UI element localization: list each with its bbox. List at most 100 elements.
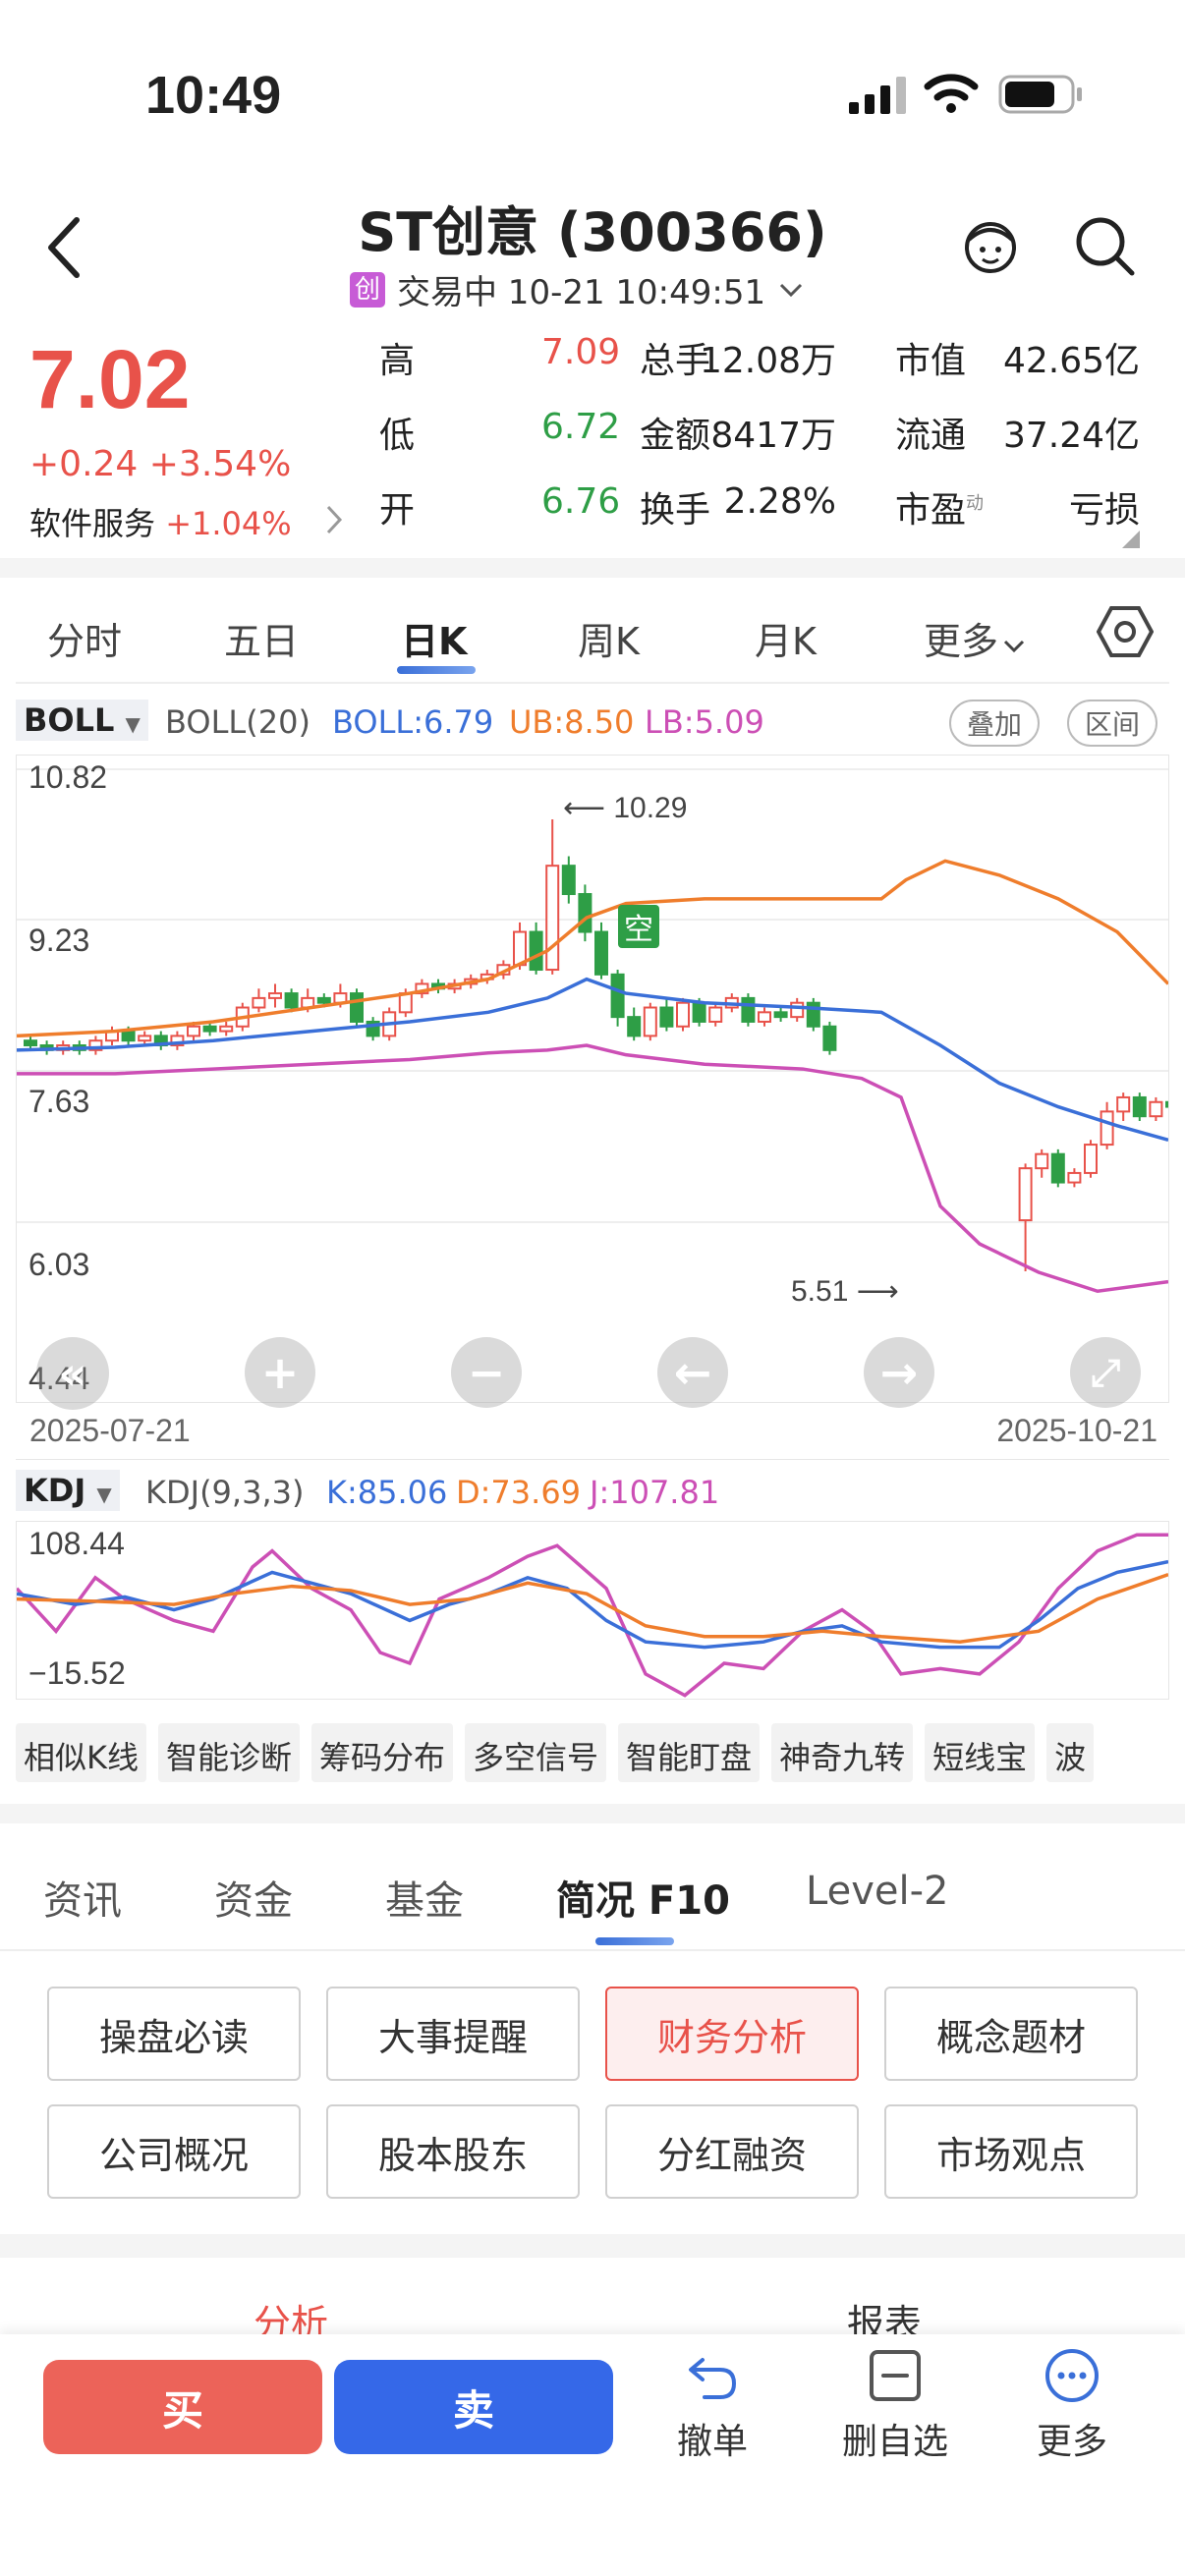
candle xyxy=(773,1007,788,1022)
sell-button[interactable]: 卖 xyxy=(334,2360,613,2454)
candle xyxy=(741,993,756,1027)
tab-level2[interactable]: Level-2 xyxy=(806,1869,949,1914)
kdj-selector[interactable]: KDJ ▼ xyxy=(16,1470,120,1511)
tab-funds[interactable]: 资金 xyxy=(214,1878,293,1924)
candle xyxy=(708,1002,723,1027)
chevron-down-icon xyxy=(780,283,803,297)
amount-label: 金额 xyxy=(640,416,711,456)
tool-smart-diagnosis[interactable]: 智能诊断 xyxy=(158,1723,301,1782)
status-time: 10:49 xyxy=(145,66,282,125)
cancel-order-button[interactable]: 撤单 xyxy=(658,2346,766,2464)
tool-similar-k[interactable]: 相似K线 xyxy=(16,1723,146,1782)
trading-status[interactable]: 创 交易中 10-21 10:49:51 xyxy=(350,265,805,313)
active-tab-indicator xyxy=(595,1937,674,1945)
f10-shareholders[interactable]: 股本股东 xyxy=(326,2104,580,2199)
zoom-out-button[interactable]: − xyxy=(451,1337,522,1408)
period-tabs: 分时 五日 日K 周K 月K 更多 xyxy=(0,580,1185,678)
pe-value: 亏损 xyxy=(1068,490,1140,531)
f10-financial-analysis[interactable]: 财务分析 xyxy=(605,1987,859,2081)
pan-left-button[interactable]: ← xyxy=(657,1337,728,1408)
tab-news[interactable]: 资讯 xyxy=(43,1878,122,1924)
f10-market-views[interactable]: 市场观点 xyxy=(884,2104,1138,2199)
candle xyxy=(822,1021,837,1055)
quote-row-high: 高 7.09 总手 12.08万 市值 42.65亿 xyxy=(379,332,1165,401)
open-label: 开 xyxy=(379,490,416,531)
tool-smart-watch[interactable]: 智能盯盘 xyxy=(618,1723,761,1782)
tab-daily-k[interactable]: 日K xyxy=(401,620,468,663)
tabs-border xyxy=(16,682,1169,684)
overlay-button[interactable]: 叠加 xyxy=(949,700,1041,747)
f10-concept-theme[interactable]: 概念题材 xyxy=(884,1987,1138,2081)
candle xyxy=(1035,1148,1049,1178)
f10-dividends[interactable]: 分红融资 xyxy=(605,2104,859,2199)
candle xyxy=(1165,1096,1179,1112)
boll-ub: UB:8.50 xyxy=(509,703,635,741)
assistant-icon[interactable] xyxy=(959,214,1022,277)
tool-short-term[interactable]: 短线宝 xyxy=(925,1723,1036,1782)
short-signal-badge: 空 xyxy=(618,905,659,948)
f10-major-events[interactable]: 大事提醒 xyxy=(326,1987,580,2081)
boll-lb: LB:5.09 xyxy=(645,703,764,741)
range-button[interactable]: 区间 xyxy=(1067,700,1158,747)
candle xyxy=(170,1031,185,1050)
kline-chart[interactable]: 10.82 9.23 7.63 6.03 4.44 ⟵ 10.29 5.51 ⟶… xyxy=(16,755,1185,1410)
f10-tabs: 资讯 资金 基金 简况 F10 Level-2 xyxy=(0,1823,1185,1951)
tool-wave[interactable]: 波 xyxy=(1046,1723,1095,1782)
candle xyxy=(415,979,429,998)
kdj-j-line xyxy=(15,1533,1168,1698)
tab-five-day[interactable]: 五日 xyxy=(224,620,300,663)
tab-f10[interactable]: 简况 F10 xyxy=(556,1878,730,1924)
market-cap-value: 42.65亿 xyxy=(1002,341,1140,381)
candle xyxy=(350,988,364,1027)
f10-company-profile[interactable]: 公司概况 xyxy=(47,2104,301,2199)
candle xyxy=(1132,1092,1147,1122)
pe-label: 市盈动 xyxy=(895,490,985,531)
tool-magic-nine[interactable]: 神奇九转 xyxy=(771,1723,914,1782)
industry-link[interactable]: 软件服务 +1.04% xyxy=(29,499,292,544)
more-button[interactable]: 更多 xyxy=(1018,2346,1126,2464)
y-label-bottom: 4.44 xyxy=(28,1361,90,1396)
settings-hexagon-icon[interactable] xyxy=(1097,603,1154,660)
candle xyxy=(561,856,576,904)
tab-more[interactable]: 更多 xyxy=(924,611,1026,665)
kdj-d: D:73.69 xyxy=(456,1474,582,1511)
float-cap-value: 37.24亿 xyxy=(1002,416,1140,456)
kline-svg xyxy=(16,768,1185,1294)
pan-right-button[interactable]: → xyxy=(864,1337,934,1408)
price-change: +0.24 +3.54% xyxy=(29,444,292,484)
kdj-chart[interactable]: 108.44 −15.52 xyxy=(15,1521,1169,1700)
undo-icon xyxy=(689,2358,737,2399)
tab-fund[interactable]: 基金 xyxy=(385,1878,464,1924)
f10-trading-guide[interactable]: 操盘必读 xyxy=(47,1987,301,2081)
remove-watchlist-button[interactable]: 删自选 xyxy=(831,2346,959,2464)
candle xyxy=(578,884,592,942)
kdj-d-line xyxy=(16,1572,1169,1644)
boll-selector[interactable]: BOLL ▼ xyxy=(16,700,148,741)
candle xyxy=(268,983,282,1008)
boll-upper-band xyxy=(16,859,1170,1038)
tab-monthly-k[interactable]: 月K xyxy=(755,620,817,663)
buy-button[interactable]: 买 xyxy=(43,2360,322,2454)
rewind-button[interactable]: « xyxy=(36,1337,109,1410)
divider xyxy=(0,1804,1185,1823)
candle xyxy=(284,988,299,1013)
tab-weekly-k[interactable]: 周K xyxy=(578,620,640,663)
tools-row: 相似K线 智能诊断 筹码分布 多空信号 智能盯盘 神奇九转 短线宝 波 xyxy=(16,1723,1185,1782)
candle xyxy=(758,1007,771,1027)
turnover-label: 换手 xyxy=(640,490,711,531)
chevron-right-icon[interactable] xyxy=(324,503,346,536)
tool-chip-distribution[interactable]: 筹码分布 xyxy=(311,1723,454,1782)
search-icon[interactable] xyxy=(1073,214,1136,277)
tool-bull-bear-signal[interactable]: 多空信号 xyxy=(465,1723,607,1782)
back-icon[interactable] xyxy=(43,216,86,279)
tab-intraday[interactable]: 分时 xyxy=(47,620,123,663)
fullscreen-button[interactable]: ⤢ xyxy=(1070,1337,1141,1408)
date-axis: 2025-07-21 2025-10-21 xyxy=(16,1403,1169,1460)
candle xyxy=(219,1021,234,1036)
candle xyxy=(643,1002,657,1041)
quote-row-open: 开 6.76 换手 2.28% 市盈动 亏损 xyxy=(379,481,1165,550)
section-tabs: 分析 报表 xyxy=(0,2258,1185,2345)
zoom-in-button[interactable]: + xyxy=(245,1337,315,1408)
quote-row-low: 低 6.72 金额 8417万 流通 37.24亿 xyxy=(379,407,1165,476)
